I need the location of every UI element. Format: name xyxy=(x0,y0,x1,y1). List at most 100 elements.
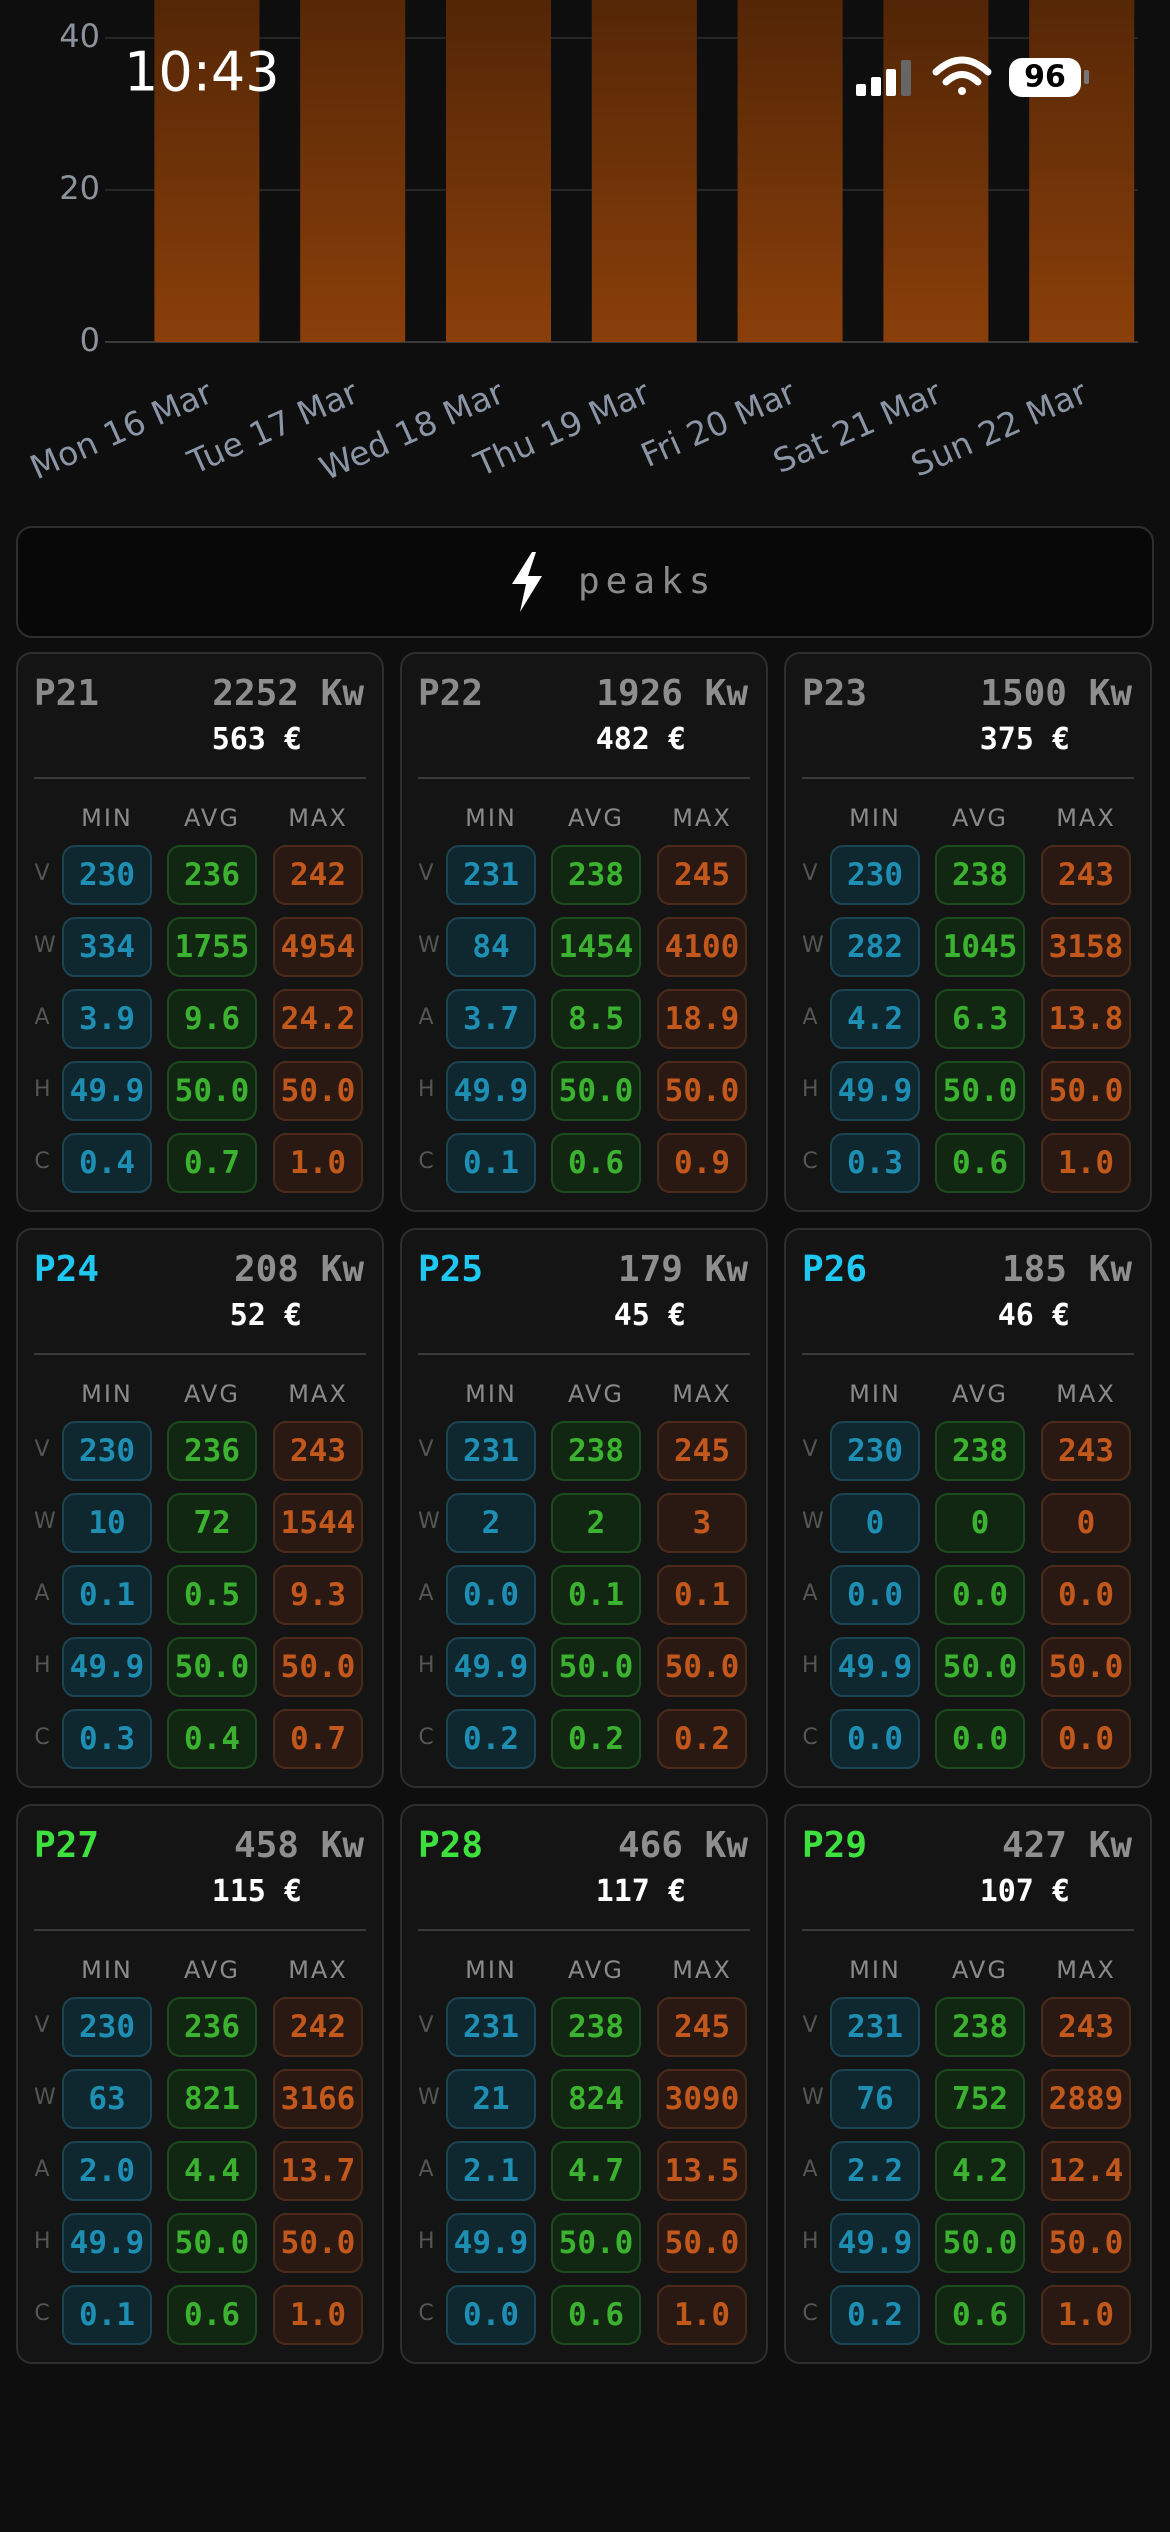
row-label: A xyxy=(34,1005,50,1030)
value-cell: 4954 xyxy=(273,917,363,977)
value-cell: 0.7 xyxy=(167,1133,257,1193)
value-cell: 0.0 xyxy=(446,1565,536,1625)
value-cell: 50.0 xyxy=(1041,2213,1131,2273)
value-cell: 49.9 xyxy=(830,1637,920,1697)
meter-card[interactable]: P28 466 Kw 117 € MIN AVG MAX V 231 238 245 W 21 824 3… xyxy=(400,1804,768,2364)
clock: 10:43 xyxy=(124,41,280,104)
value-cell: 0.2 xyxy=(830,2285,920,2345)
value-cell: 50.0 xyxy=(935,1637,1025,1697)
row-label: W xyxy=(34,933,56,958)
column-header: MAX xyxy=(1056,1380,1116,1408)
value-cell: 0.6 xyxy=(935,1133,1025,1193)
column-header: MAX xyxy=(1056,804,1116,832)
value-cell: 0 xyxy=(935,1493,1025,1553)
value-cell: 236 xyxy=(167,1421,257,1481)
value-cell: 0 xyxy=(830,1493,920,1553)
meter-card[interactable]: P23 1500 Kw 375 € MIN AVG MAX V 230 238 243 W 282 10… xyxy=(784,652,1152,1212)
meter-cost: 46 € xyxy=(997,1298,1070,1333)
column-header: MIN xyxy=(849,804,901,832)
x-tick-label: Mon 16 Mar xyxy=(24,372,218,487)
value-cell: 0.0 xyxy=(935,1565,1025,1625)
meter-power: 458 Kw xyxy=(233,1825,364,1866)
row-label: A xyxy=(802,1581,818,1606)
value-cell: 1045 xyxy=(935,917,1025,977)
column-header: AVG xyxy=(184,1380,240,1408)
value-cell: 49.9 xyxy=(446,2213,536,2273)
value-cell: 0.1 xyxy=(62,2285,152,2345)
column-header: MIN xyxy=(465,804,517,832)
column-header: MAX xyxy=(672,804,732,832)
value-cell: 63 xyxy=(62,2069,152,2129)
row-label: V xyxy=(802,861,818,886)
value-cell: 1.0 xyxy=(1041,1133,1131,1193)
value-cell: 72 xyxy=(167,1493,257,1553)
row-label: V xyxy=(34,1437,50,1462)
column-header: MIN xyxy=(81,804,133,832)
value-cell: 2.1 xyxy=(446,2141,536,2201)
battery-tip xyxy=(1084,70,1089,84)
value-cell: 0.0 xyxy=(1041,1709,1131,1769)
value-cell: 245 xyxy=(657,1421,747,1481)
value-cell: 4.7 xyxy=(551,2141,641,2201)
value-cell: 0.0 xyxy=(830,1709,920,1769)
value-cell: 3.9 xyxy=(62,989,152,1049)
value-cell: 236 xyxy=(167,1997,257,2057)
signal-icon xyxy=(856,60,911,96)
value-cell: 243 xyxy=(273,1421,363,1481)
meter-card[interactable]: P27 458 Kw 115 € MIN AVG MAX V 230 236 242 W 63 821 3… xyxy=(16,1804,384,2364)
meter-card[interactable]: P29 427 Kw 107 € MIN AVG MAX V 231 238 243 W 76 752 2… xyxy=(784,1804,1152,2364)
row-label: H xyxy=(418,1653,435,1678)
wifi-icon xyxy=(932,56,992,95)
value-cell: 24.2 xyxy=(273,989,363,1049)
meter-card[interactable]: P26 185 Kw 46 € MIN AVG MAX V 230 238 243 W 0 0 0 A 0.0… xyxy=(784,1228,1152,1788)
row-label: H xyxy=(34,1653,51,1678)
row-label: V xyxy=(802,1437,818,1462)
column-header: MIN xyxy=(849,1956,901,1984)
value-cell: 50.0 xyxy=(935,1061,1025,1121)
meter-card[interactable]: P24 208 Kw 52 € MIN AVG MAX V 230 236 243 W 10 72 154… xyxy=(16,1228,384,1788)
value-cell: 230 xyxy=(62,1997,152,2057)
row-label: A xyxy=(418,2157,434,2182)
meter-card[interactable]: P25 179 Kw 45 € MIN AVG MAX V 231 238 245 W 2 2 3 A 0.0… xyxy=(400,1228,768,1788)
row-label: H xyxy=(802,2229,819,2254)
value-cell: 50.0 xyxy=(167,2213,257,2273)
peaks-button[interactable]: peaks xyxy=(16,526,1154,638)
column-header: MIN xyxy=(465,1380,517,1408)
value-cell: 0.0 xyxy=(1041,1565,1131,1625)
value-cell: 50.0 xyxy=(657,1061,747,1121)
meter-power: 179 Kw xyxy=(617,1249,748,1290)
meter-card[interactable]: P22 1926 Kw 482 € MIN AVG MAX V 231 238 245 W 84 145… xyxy=(400,652,768,1212)
column-header: AVG xyxy=(568,804,624,832)
bar-shade xyxy=(591,0,697,342)
value-cell: 0.4 xyxy=(62,1133,152,1193)
meter-power: 466 Kw xyxy=(617,1825,748,1866)
value-cell: 0.6 xyxy=(551,1133,641,1193)
row-label: W xyxy=(418,2085,440,2110)
value-cell: 49.9 xyxy=(62,1637,152,1697)
value-cell: 243 xyxy=(1041,1997,1131,2057)
meter-power: 185 Kw xyxy=(1001,1249,1132,1290)
separator xyxy=(34,1929,366,1931)
battery-icon xyxy=(1009,58,1081,97)
meter-name: P24 xyxy=(34,1249,100,1290)
battery-level: 96 xyxy=(1024,60,1066,95)
row-label: W xyxy=(802,1509,824,1534)
value-cell: 236 xyxy=(167,845,257,905)
meter-card[interactable]: P21 2252 Kw 563 € MIN AVG MAX V 230 236 242 W 334 17… xyxy=(16,652,384,1212)
row-label: W xyxy=(802,933,824,958)
value-cell: 0.3 xyxy=(830,1133,920,1193)
bar-shade xyxy=(737,0,843,343)
row-label: C xyxy=(418,1725,434,1750)
value-cell: 4.2 xyxy=(935,2141,1025,2201)
status-bar: 10:43 96 xyxy=(124,41,1089,104)
row-label: A xyxy=(802,2157,818,2182)
meter-power: 427 Kw xyxy=(1001,1825,1132,1866)
value-cell: 21 xyxy=(446,2069,536,2129)
value-cell: 2 xyxy=(551,1493,641,1553)
row-label: H xyxy=(34,1077,51,1102)
column-header: MIN xyxy=(465,1956,517,1984)
row-label: C xyxy=(802,1725,818,1750)
value-cell: 231 xyxy=(446,1997,536,2057)
row-label: V xyxy=(418,861,434,886)
value-cell: 18.9 xyxy=(657,989,747,1049)
